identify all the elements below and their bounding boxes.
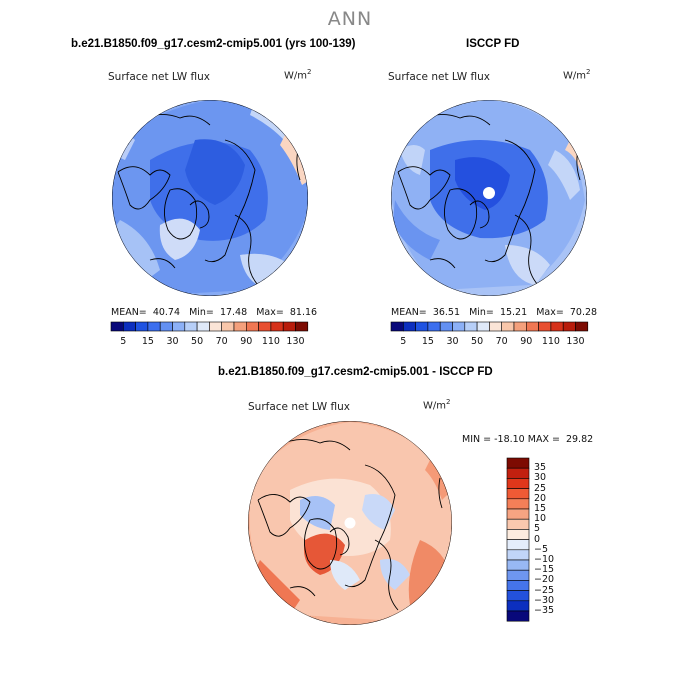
colorbar-tick-label: −25 bbox=[534, 584, 555, 596]
colorbar-tick-label: 50 bbox=[191, 336, 204, 347]
panel1-title: b.e21.B1850.f09_g17.cesm2-cmip5.001 (yrs… bbox=[71, 38, 356, 50]
colorbar-tick-label: 70 bbox=[495, 336, 508, 347]
colorbar-swatch bbox=[506, 600, 530, 612]
colorbar-swatch bbox=[506, 590, 530, 602]
colorbar-swatch bbox=[452, 321, 466, 332]
colorbar-tick-label: 30 bbox=[446, 336, 459, 347]
panel1-polar-map bbox=[112, 100, 308, 296]
colorbar-tick-label: 15 bbox=[141, 336, 154, 347]
colorbar-swatch bbox=[415, 321, 429, 332]
colorbar-tick-label: 5 bbox=[534, 523, 541, 535]
colorbar-swatch bbox=[506, 498, 530, 510]
colorbar-tick-label: 0 bbox=[534, 533, 541, 545]
colorbar-swatch bbox=[501, 321, 515, 332]
colorbar-swatch bbox=[123, 321, 136, 332]
colorbar-swatch bbox=[575, 321, 589, 332]
colorbar-tick-label: 5 bbox=[120, 336, 127, 347]
colorbar-swatch bbox=[135, 321, 149, 332]
panel2-stats: MEAN= 36.51 Min= 15.21 Max= 70.28 bbox=[391, 307, 598, 318]
colorbar-swatch bbox=[209, 321, 222, 332]
colorbar-tick-label: 10 bbox=[534, 513, 547, 525]
colorbar-tick-label: −30 bbox=[534, 594, 555, 606]
colorbar-tick-label: −35 bbox=[534, 605, 555, 616]
colorbar-swatch bbox=[402, 321, 416, 332]
colorbar-swatch bbox=[506, 580, 530, 591]
colorbar-swatch bbox=[390, 321, 404, 332]
colorbar-swatch bbox=[550, 321, 564, 332]
colorbar-swatch bbox=[221, 321, 235, 332]
colorbar-swatch bbox=[147, 321, 161, 332]
colorbar-tick-label: 110 bbox=[541, 336, 560, 347]
colorbar-tick-label: 35 bbox=[534, 462, 547, 474]
colorbar-tick-label: 90 bbox=[240, 336, 253, 347]
colorbar-swatch bbox=[439, 321, 453, 332]
panel2-title: ISCCP FD bbox=[466, 38, 520, 50]
panel2-units: W/m2 bbox=[563, 68, 591, 82]
colorbar-swatch bbox=[184, 321, 198, 332]
colorbar-swatch bbox=[427, 321, 441, 332]
panel1-colorbar bbox=[110, 321, 309, 332]
colorbar-swatch bbox=[513, 321, 527, 332]
colorbar-swatch bbox=[506, 610, 530, 622]
colorbar-tick-label: 90 bbox=[520, 336, 533, 347]
colorbar-swatch bbox=[282, 321, 296, 332]
panel2-polar-map bbox=[391, 100, 587, 296]
colorbar-tick-label: −10 bbox=[534, 554, 555, 565]
colorbar-tick-label: 30 bbox=[166, 336, 179, 347]
colorbar-tick-label: −15 bbox=[534, 564, 555, 576]
colorbar-tick-label: 130 bbox=[566, 336, 585, 347]
panel2-variable-label: Surface net LW flux bbox=[388, 71, 490, 83]
colorbar-tick-label: 70 bbox=[215, 336, 228, 347]
colorbar-swatch bbox=[233, 321, 247, 332]
colorbar-swatch bbox=[295, 321, 309, 332]
panel3-colorbar bbox=[506, 457, 530, 622]
panel1-variable-label: Surface net LW flux bbox=[108, 71, 210, 83]
colorbar-swatch bbox=[246, 321, 259, 332]
panel3-polar-map bbox=[248, 421, 452, 625]
page-title: ANN bbox=[327, 8, 373, 30]
colorbar-swatch bbox=[562, 321, 576, 332]
colorbar-tick-label: 130 bbox=[286, 336, 305, 347]
colorbar-tick-label: 110 bbox=[261, 336, 280, 347]
colorbar-swatch bbox=[506, 559, 530, 571]
colorbar-tick-label: 5 bbox=[400, 336, 407, 347]
panel3-stats: MIN = -18.10 MAX = 29.82 bbox=[462, 434, 594, 445]
colorbar-tick-label: 50 bbox=[471, 336, 484, 347]
colorbar-tick-label: 15 bbox=[534, 503, 547, 514]
colorbar-swatch bbox=[506, 457, 530, 469]
colorbar-swatch bbox=[172, 321, 186, 332]
colorbar-swatch bbox=[476, 321, 490, 332]
colorbar-swatch bbox=[258, 321, 272, 332]
colorbar-swatch bbox=[506, 539, 530, 551]
panel1-units: W/m2 bbox=[284, 68, 312, 82]
colorbar-swatch bbox=[525, 321, 539, 332]
colorbar-swatch bbox=[270, 321, 284, 332]
colorbar-tick-label: 15 bbox=[421, 336, 434, 347]
panel3-variable-label: Surface net LW flux bbox=[248, 401, 350, 413]
colorbar-tick-label: 20 bbox=[534, 492, 547, 504]
colorbar-swatch bbox=[159, 321, 173, 332]
colorbar-tick-label: −5 bbox=[534, 543, 549, 555]
panel1-stats: MEAN= 40.74 Min= 17.48 Max= 81.16 bbox=[111, 307, 318, 318]
colorbar-swatch bbox=[110, 321, 124, 332]
panel3-title: b.e21.B1850.f09_g17.cesm2-cmip5.001 - IS… bbox=[218, 366, 493, 378]
panel2-colorbar bbox=[390, 321, 589, 332]
colorbar-swatch bbox=[506, 518, 530, 530]
colorbar-tick-label: −20 bbox=[534, 574, 555, 586]
colorbar-tick-label: 25 bbox=[534, 482, 547, 494]
panel3-units: W/m2 bbox=[423, 398, 451, 412]
colorbar-swatch bbox=[506, 549, 530, 561]
colorbar-swatch bbox=[506, 467, 530, 479]
colorbar-swatch bbox=[506, 478, 530, 489]
colorbar-swatch bbox=[464, 321, 478, 332]
colorbar-swatch bbox=[538, 321, 552, 332]
colorbar-tick-label: 30 bbox=[534, 472, 547, 484]
colorbar-swatch bbox=[506, 488, 530, 500]
colorbar-swatch bbox=[506, 569, 530, 581]
colorbar-swatch bbox=[506, 529, 530, 540]
colorbar-swatch bbox=[506, 508, 530, 520]
colorbar-swatch bbox=[489, 321, 502, 332]
colorbar-swatch bbox=[196, 321, 210, 332]
